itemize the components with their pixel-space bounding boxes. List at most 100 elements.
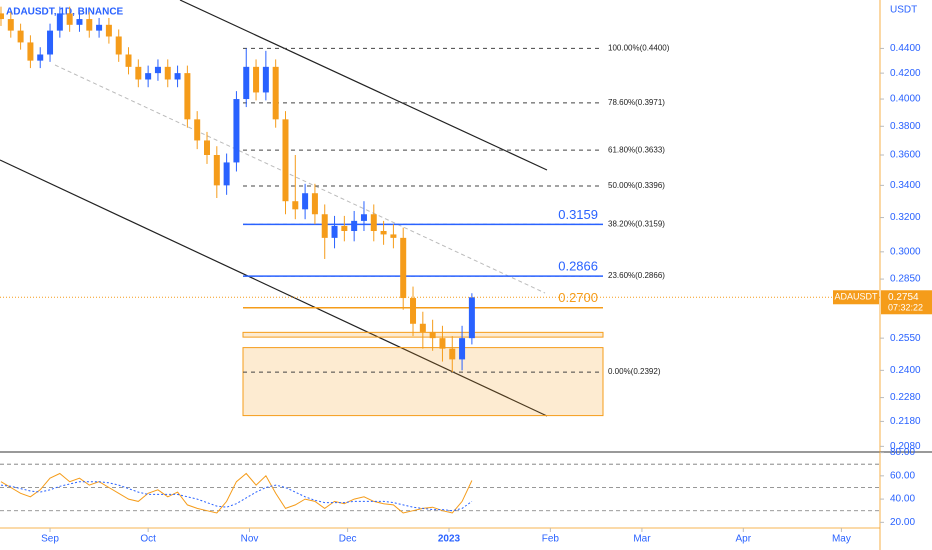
symbol-tag	[833, 290, 879, 305]
y-tick-label: 0.3200	[890, 212, 921, 223]
candle-body	[47, 30, 54, 55]
channel-lower	[0, 159, 548, 417]
candle-body	[311, 193, 318, 215]
candle-body	[351, 220, 358, 232]
x-tick-label: Dec	[339, 534, 357, 545]
candle-body	[370, 214, 377, 232]
candle-body	[390, 234, 397, 238]
candle-body	[331, 225, 338, 238]
level-label: 0.3159	[558, 207, 598, 222]
candle-body	[204, 140, 211, 156]
y-tick-label: 0.4400	[890, 43, 921, 54]
x-tick-label: 2023	[438, 534, 461, 545]
y-tick-label: 0.2080	[890, 441, 921, 452]
candle-body	[27, 42, 34, 61]
y-tick-label: 0.2550	[890, 333, 921, 344]
symbol-header: ADAUSDT, 1D, BINANCE	[6, 7, 124, 18]
y-tick-label: 20.00	[890, 517, 915, 528]
candle-body	[449, 348, 456, 360]
x-tick-label: Nov	[241, 534, 259, 545]
x-tick-label: Apr	[736, 534, 752, 545]
candle-body	[164, 66, 171, 80]
candle-body	[184, 73, 191, 120]
candle-body	[223, 162, 230, 186]
fib-label: 61.80%(0.3633)	[608, 145, 665, 154]
candle-body	[145, 73, 152, 80]
candle-body	[125, 54, 132, 67]
candle-body	[468, 297, 475, 339]
y-tick-label: 60.00	[890, 470, 915, 481]
candle-body	[0, 13, 4, 20]
candle-body	[96, 24, 103, 31]
y-tick-label: 0.2280	[890, 392, 921, 403]
y-tick-label: 0.3400	[890, 180, 921, 191]
candle-body	[262, 66, 269, 93]
countdown: 07:32:22	[888, 303, 923, 313]
y-tick-label: 0.3000	[890, 246, 921, 257]
candle-body	[105, 24, 112, 37]
candle-body	[292, 201, 299, 210]
candle-body	[429, 331, 436, 339]
fib-label: 0.00%(0.2392)	[608, 367, 661, 376]
candle-body	[243, 66, 250, 100]
candle-body	[154, 66, 161, 74]
y-tick-label: 0.4000	[890, 94, 921, 105]
candle-body	[56, 13, 63, 31]
trend-midline	[54, 64, 546, 294]
candle-body	[174, 73, 181, 80]
candle-body	[115, 36, 122, 55]
candle-body	[282, 119, 289, 202]
price-plot: 100.00%(0.4400) 78.60%(0.3971) 61.80%(0.36…	[0, 6, 670, 417]
candle-body	[341, 225, 348, 232]
fib-label: 78.60%(0.3971)	[608, 98, 665, 107]
y-tick-label: 0.3800	[890, 121, 921, 132]
fib-label: 100.00%(0.4400)	[608, 44, 670, 53]
x-tick-label: Feb	[542, 534, 560, 545]
level-label: 0.2700	[558, 290, 598, 305]
y-tick-label: 0.2850	[890, 274, 921, 285]
candle-body	[135, 66, 142, 80]
y-tick-label: 0.2400	[890, 365, 921, 376]
candle-body	[66, 13, 73, 25]
price-tag	[881, 290, 932, 315]
candle-body	[76, 19, 83, 25]
fib-label: 50.00%(0.3396)	[608, 181, 665, 190]
candle-body	[194, 119, 201, 141]
candle-body	[419, 323, 426, 332]
axis-unit: USDT	[890, 5, 917, 16]
rsi-line	[0, 472, 473, 514]
candle-body	[253, 66, 260, 93]
x-tick-label: Sep	[41, 534, 59, 545]
candle-body	[233, 99, 240, 163]
x-tick-label: Mar	[633, 534, 651, 545]
y-tick-label: 0.3600	[890, 150, 921, 161]
y-tick-label: 0.2180	[890, 416, 921, 427]
rsi-ma-line	[0, 481, 473, 512]
y-tick-label: 40.00	[890, 494, 915, 505]
fib-label: 23.60%(0.2866)	[608, 271, 665, 280]
candle-body	[400, 237, 407, 299]
price-tag-text: 0.2754	[888, 292, 919, 303]
drawings	[0, 0, 548, 417]
candle-body	[7, 19, 14, 31]
candle-body	[17, 30, 24, 43]
channel-upper	[179, 0, 548, 171]
candle-body	[321, 214, 328, 238]
candle-body	[272, 66, 279, 120]
candle-body	[380, 231, 387, 235]
candle-body	[302, 193, 309, 210]
y-tick-label: 0.4200	[890, 68, 921, 79]
x-tick-label: Oct	[140, 534, 156, 545]
y-tick-label: 80.00	[890, 447, 915, 458]
level-label: 0.2866	[558, 259, 598, 274]
candle-body	[410, 298, 417, 324]
symbol-tag-text: ADAUSDT	[834, 292, 878, 302]
x-tick-label: May	[832, 534, 851, 545]
candle-body	[37, 54, 44, 61]
candle-body	[459, 338, 466, 360]
fib-label: 38.20%(0.3159)	[608, 220, 665, 229]
zone	[242, 347, 604, 417]
candle-body	[439, 338, 446, 349]
candle-body	[213, 155, 220, 186]
